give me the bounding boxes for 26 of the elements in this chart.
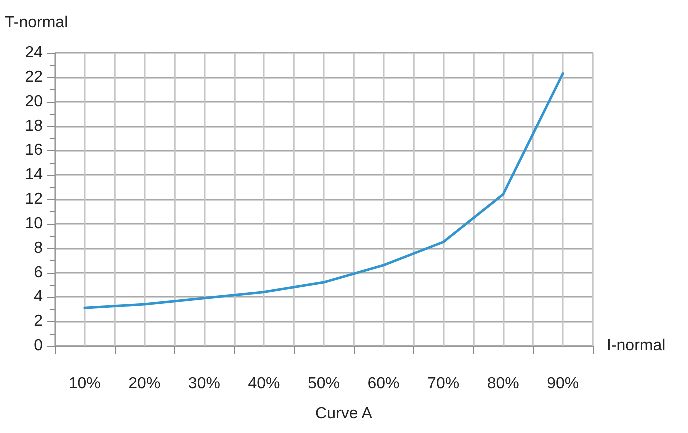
x-tick-label: 80% [487, 376, 520, 392]
y-tick-label: 10 [25, 215, 44, 232]
y-tick-label: 14 [25, 166, 44, 184]
y-tick-label: 20 [25, 93, 44, 110]
x-tick-label: 50% [308, 376, 340, 392]
y-tick-label: 0 [34, 338, 44, 354]
y-tick-label: 4 [34, 288, 44, 306]
y-tick-label: 2 [34, 313, 44, 330]
x-tick-label: 40% [248, 376, 280, 392]
text: Curve A [316, 406, 373, 422]
x-tick-label: 10% [68, 376, 101, 392]
x-tick-label: 20% [128, 376, 161, 392]
y-tick-label: 18 [25, 118, 44, 135]
x-tick-label: 60% [368, 376, 400, 392]
y-axis-title: T-normal [5, 14, 68, 32]
y-tick-label: 22 [25, 68, 44, 86]
y-tick-label: 8 [34, 240, 44, 257]
y-tick-label: 6 [34, 264, 44, 282]
y-tick-label: 12 [25, 191, 44, 208]
x-tick-label: 90% [547, 376, 580, 392]
x-axis-title: I-normal [607, 338, 666, 354]
x-tick-label: 30% [188, 376, 220, 392]
y-tick-label: 16 [25, 142, 44, 160]
y-tick-label: 24 [25, 44, 44, 62]
x-tick-label: 70% [428, 376, 460, 392]
line-series [84, 72, 564, 310]
